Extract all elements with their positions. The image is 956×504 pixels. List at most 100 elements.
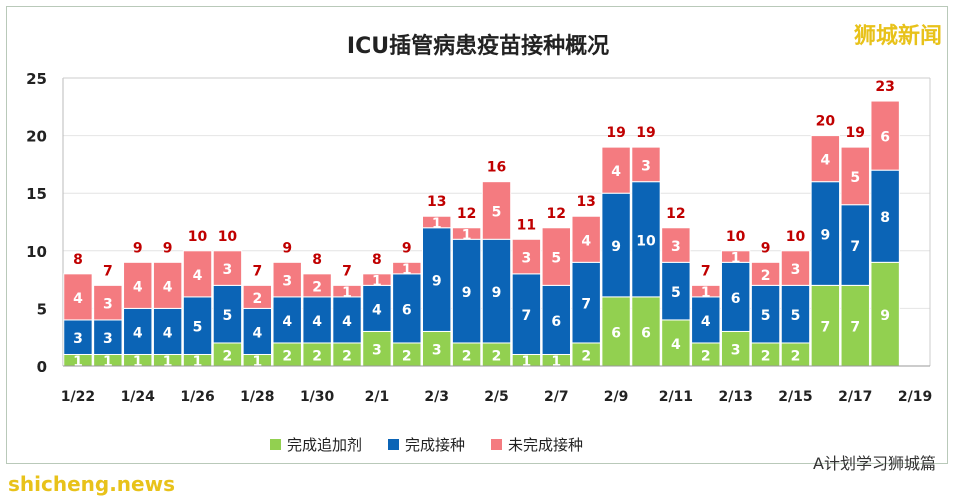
segment-label: 4	[282, 314, 292, 330]
bar-segment	[840, 146, 870, 206]
legend-label: 完成追加剂	[287, 436, 363, 454]
segment-label: 5	[791, 308, 801, 324]
bar-segment	[182, 250, 213, 298]
segment-label: 4	[671, 337, 681, 353]
bar-segment	[541, 227, 571, 286]
site-watermark: shicheng.news	[8, 472, 175, 496]
bar-segment	[601, 192, 631, 298]
segment-label: 5	[551, 251, 561, 267]
segment-label: 1	[462, 228, 472, 244]
total-label: 7	[701, 263, 711, 279]
bar-segment	[661, 227, 691, 263]
bar-segment	[302, 296, 332, 344]
segment-label: 6	[880, 130, 890, 146]
bar-segment	[511, 238, 542, 275]
segment-label: 4	[133, 279, 143, 295]
segment-label: 4	[193, 268, 203, 284]
bar-segment	[63, 273, 93, 321]
bar-segment	[362, 273, 392, 286]
segment-label: 2	[342, 348, 352, 364]
x-tick-label: 2/1	[365, 389, 390, 405]
segment-label: 1	[73, 354, 83, 370]
total-label: 7	[342, 263, 352, 279]
segment-label: 4	[342, 314, 352, 330]
bar-segment	[870, 169, 900, 263]
bar-segment	[631, 296, 661, 367]
total-label: 16	[487, 160, 506, 176]
total-label: 9	[282, 240, 292, 256]
bar-segment	[810, 181, 841, 286]
bar-segment	[691, 296, 721, 344]
bar-segment	[870, 100, 900, 171]
total-label: 10	[188, 229, 208, 245]
total-label: 12	[547, 206, 566, 222]
legend-label: 完成接种	[405, 436, 466, 454]
segment-label: 2	[312, 279, 322, 295]
total-label: 19	[636, 125, 655, 141]
bar-segment	[631, 146, 661, 183]
bar-segment	[272, 261, 302, 298]
bar-segment	[661, 261, 691, 321]
segment-label: 3	[731, 343, 741, 359]
x-tick-label: 1/22	[61, 389, 95, 405]
segment-label: 3	[432, 343, 442, 359]
bar-segment	[123, 261, 153, 309]
total-label: 19	[606, 125, 625, 141]
bar-segment	[422, 215, 452, 229]
x-tick-label: 2/7	[544, 389, 569, 405]
x-tick-label: 1/24	[121, 389, 156, 405]
legend-item-unvaccinated: 未完成接种	[491, 434, 583, 455]
segment-label: 1	[342, 285, 352, 301]
x-tick-label: 2/13	[719, 389, 753, 405]
segment-label: 6	[641, 325, 651, 341]
y-tick-label: 0	[37, 358, 47, 376]
bar-segment	[720, 250, 751, 263]
total-label: 9	[761, 240, 771, 256]
segment-label: 1	[193, 354, 203, 370]
segment-label: 4	[312, 314, 322, 330]
segment-label: 7	[820, 320, 830, 336]
segment-label: 3	[522, 251, 532, 267]
total-label: 19	[846, 125, 865, 141]
segment-label: 4	[820, 153, 830, 169]
legend-item-vaccinated: 完成接种	[388, 434, 465, 455]
legend-swatch	[270, 439, 281, 450]
segment-label: 2	[492, 348, 502, 364]
legend-swatch	[388, 439, 400, 450]
bar-segment	[601, 146, 631, 194]
bar-segment	[601, 296, 631, 367]
segment-label: 4	[252, 325, 262, 341]
bar-segment	[451, 238, 482, 344]
segment-label: 2	[581, 348, 591, 364]
segment-label: 4	[163, 325, 173, 341]
segment-label: 1	[163, 354, 173, 370]
segment-label: 2	[761, 348, 771, 364]
x-tick-label: 1/30	[300, 389, 335, 405]
segment-label: 7	[581, 297, 591, 313]
bar-segment	[93, 284, 123, 321]
bar-segment	[870, 261, 900, 367]
bar-segment	[840, 204, 870, 286]
segment-label: 9	[820, 228, 830, 244]
total-label: 7	[252, 263, 262, 279]
segment-label: 1	[551, 354, 561, 370]
segment-label: 6	[551, 314, 561, 330]
bar-segment	[750, 261, 781, 286]
x-tick-label: 2/9	[604, 389, 629, 405]
segment-label: 3	[641, 158, 651, 174]
legend: 完成追加剂 完成接种 未完成接种	[270, 434, 583, 455]
segment-label: 1	[522, 354, 532, 370]
total-label: 8	[73, 252, 83, 268]
bar-segment	[152, 307, 183, 355]
bar-segment	[362, 284, 392, 332]
segment-label: 1	[103, 354, 113, 370]
segment-label: 1	[731, 251, 741, 267]
segment-label: 7	[522, 308, 532, 324]
x-tick-label: 2/17	[838, 389, 872, 405]
segment-label: 8	[880, 210, 890, 226]
bar-segment	[123, 307, 153, 355]
bar-segment	[810, 284, 841, 367]
total-label: 23	[875, 79, 894, 95]
segment-label: 6	[731, 291, 741, 307]
